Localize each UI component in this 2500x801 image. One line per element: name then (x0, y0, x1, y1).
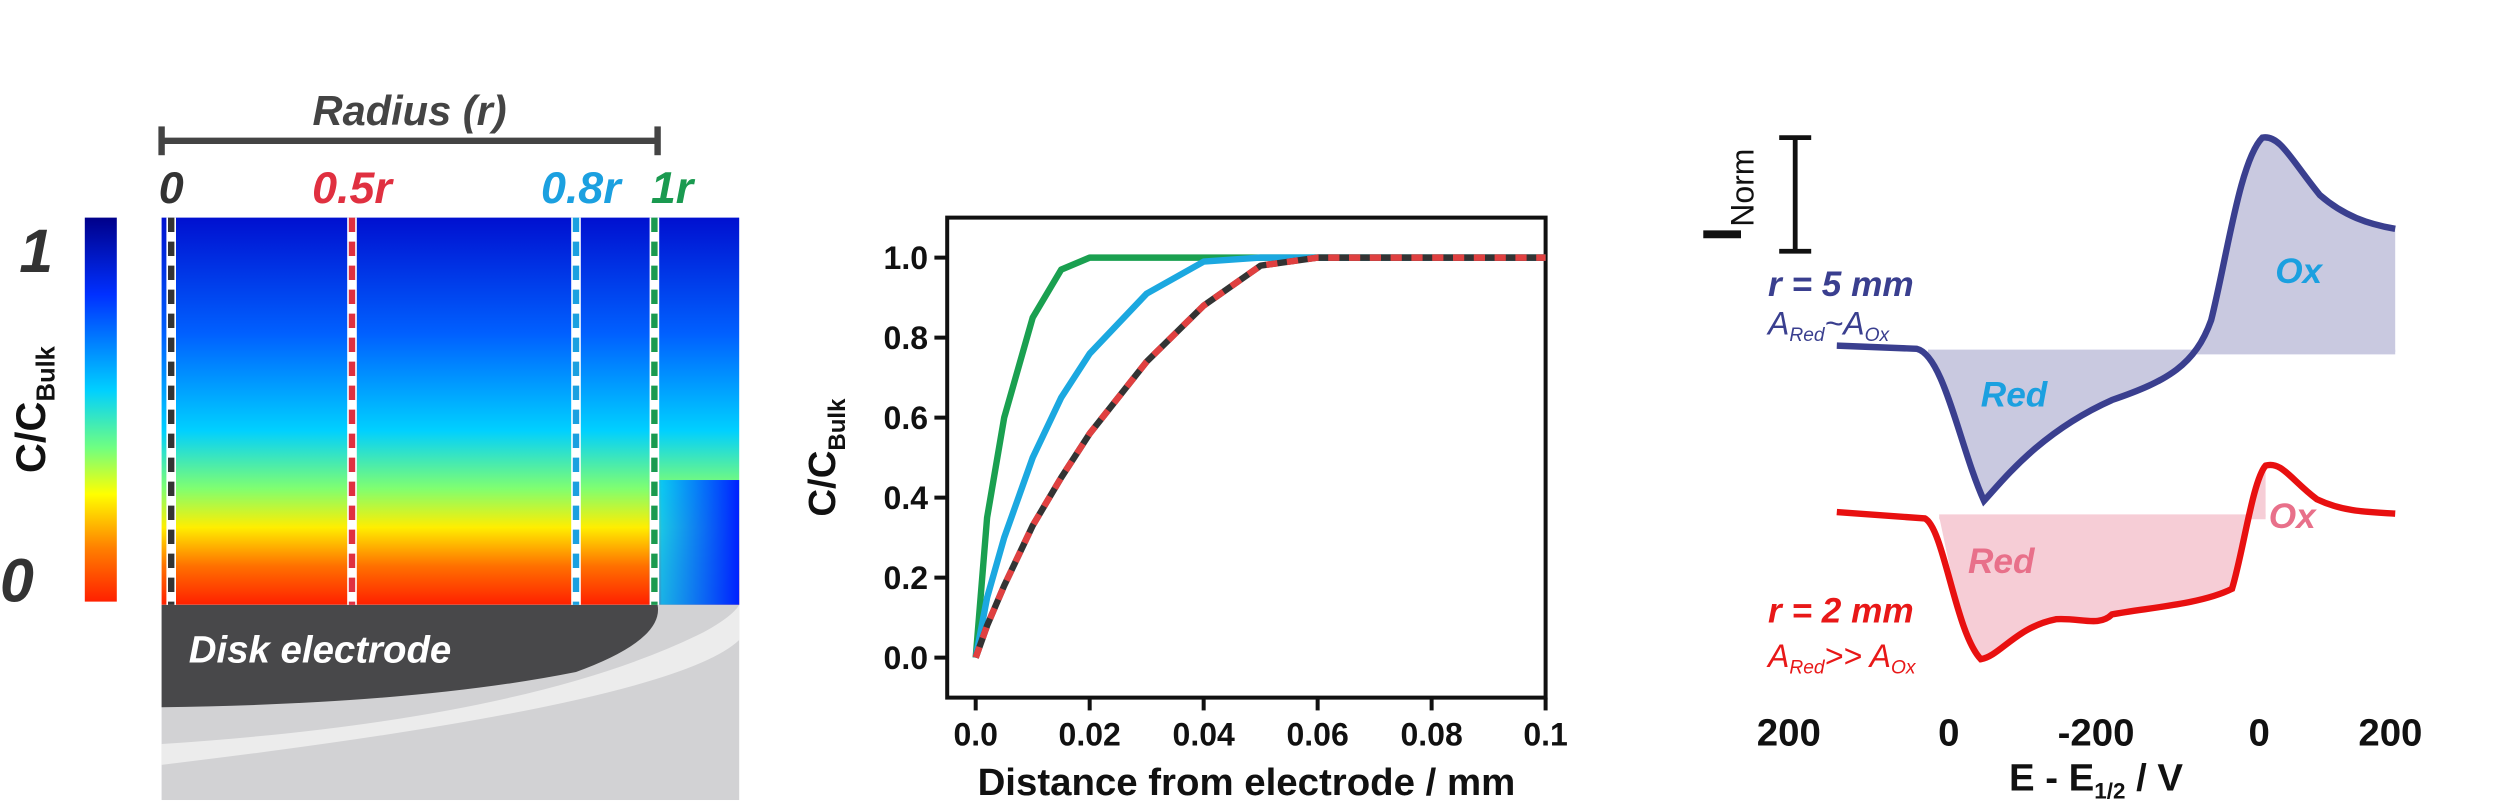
cv-curve (1836, 461, 2396, 663)
heatmap (161, 217, 740, 605)
x-tick-label: 0.0 (953, 717, 997, 753)
area-part: A (1766, 638, 1789, 674)
y-axis-label-main: C/C (801, 451, 844, 517)
y-tick-label: 1.0 (884, 240, 928, 276)
colorbar (84, 217, 117, 602)
radial-markers (166, 217, 660, 605)
area-part-sub: Red (1789, 658, 1826, 679)
x-tick-label: 0 (1938, 712, 1959, 755)
x-tick-label: 0.1 (1523, 717, 1567, 753)
x-tick-label: -200 (2058, 712, 2135, 755)
series-line (972, 254, 1546, 659)
y-tick-label: 0.4 (884, 480, 929, 516)
x-tick-label: 0.02 (1059, 717, 1121, 753)
cv-label: r = 2 mm (1768, 591, 1914, 630)
area-part: ~A (1825, 305, 1865, 341)
radius-label: Radius (r) (313, 87, 507, 134)
series-line (972, 254, 1546, 659)
electrode-label: Disk electrode (189, 628, 451, 671)
red-label: Red (1968, 542, 2036, 581)
colorbar-title: C/CBulk (7, 345, 61, 473)
x-axis-label-main: E - E (2009, 756, 2094, 799)
line-chart: Distance from electrode / mm C/CBulk 0.0… (801, 215, 1568, 801)
marker-label: 0.8r (541, 163, 623, 213)
area-part: A (1766, 305, 1789, 341)
marker-label: 0.5r (312, 163, 394, 213)
x-axis-label: E - E1/2 / V (2009, 756, 2183, 801)
red-label: Red (1981, 375, 2049, 414)
x-tick-label: 0.08 (1400, 717, 1462, 753)
x-tick-label: 0.04 (1173, 717, 1235, 753)
y-axis-label-main: I (1692, 227, 1753, 242)
ox-label: Ox (2269, 497, 2317, 536)
heatmap-rim (648, 480, 740, 605)
ox-label: Ox (2275, 252, 2323, 291)
colorbar-min: 0 (0, 547, 34, 615)
y-tick-label: 0.8 (884, 320, 928, 356)
diagram-panel: Radius (r) 0 0.5r 0.8r 1r 1 0 C/CBulk Di… (0, 87, 740, 801)
area-part-sub: Ox (1891, 658, 1917, 679)
series-line (972, 254, 1546, 659)
area-fill (1928, 137, 2396, 501)
x-tick-label: 200 (2358, 712, 2422, 755)
series-line (972, 254, 1546, 658)
colorbar-max: 1 (19, 217, 53, 285)
y-tick-label: 0.6 (884, 400, 928, 436)
x-tick-label: 0.06 (1286, 717, 1348, 753)
electrode (161, 604, 659, 708)
colorbar-title-sub: Bulk (32, 345, 60, 401)
x-tick-labels: 200 0 -200 0 200 (1757, 712, 2423, 755)
x-axis-label: Distance from electrode / mm (978, 761, 1516, 801)
plot-frame (945, 215, 1548, 700)
y-axis-label: INorm (1692, 149, 1761, 242)
x-tick-label: 200 (1757, 712, 1821, 755)
cv-curve (1836, 134, 2396, 507)
area-part-sub: Ox (1865, 325, 1891, 346)
cv-label: r = 5 mm (1768, 265, 1914, 304)
x-tick-label: 0 (2249, 712, 2270, 755)
marker-label: 1r (651, 163, 696, 213)
cv-chart: INorm r = 5 mm ARed~AOx Ox Red Red Ox r … (1692, 134, 2423, 801)
y-axis-label-sub: Norm (1725, 149, 1761, 227)
colorbar-title-main: C/C (7, 402, 54, 474)
area-part: >> A (1825, 638, 1891, 674)
substrate-highlight (161, 604, 740, 765)
area-fill (1939, 465, 2266, 660)
area-label: ARed~AOx (1766, 305, 1891, 345)
y-axis-label: C/CBulk (801, 398, 851, 517)
area-part-sub: Red (1789, 325, 1826, 346)
x-axis-label-sub: 1/2 (2094, 778, 2125, 801)
y-axis-label-sub: Bulk (824, 398, 851, 451)
y-tick-label: 0.2 (884, 560, 928, 596)
y-tick-label: 0.0 (884, 640, 928, 676)
area-label: ARed>> AOx (1766, 638, 1917, 678)
x-axis-label-main: / V (2125, 756, 2183, 799)
marker-label: 0 (159, 163, 184, 213)
